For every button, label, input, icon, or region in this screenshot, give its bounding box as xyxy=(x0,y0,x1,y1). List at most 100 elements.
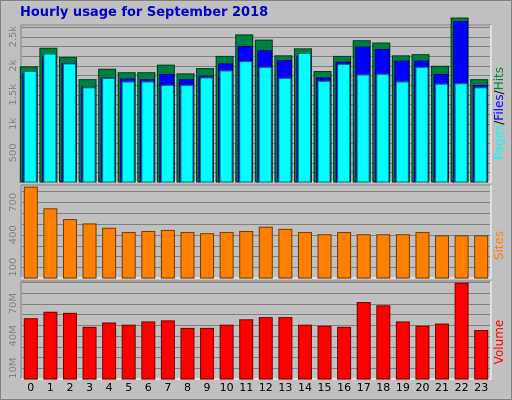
y-axis-label-part: Pages xyxy=(492,125,506,160)
volume-bar xyxy=(297,324,312,380)
x-tick-label: 7 xyxy=(164,381,171,394)
sites-bar xyxy=(395,234,410,279)
x-tick-label: 4 xyxy=(106,381,113,394)
pages-bar xyxy=(43,53,57,183)
pages-bar xyxy=(62,63,76,183)
volume-bar xyxy=(82,326,97,380)
x-tick-label: 0 xyxy=(27,381,34,394)
pages-bar xyxy=(435,83,449,183)
y-axis-label-pages-files-hits: Pages/Files/Hits xyxy=(492,67,506,160)
y-tick-label: 10M xyxy=(8,358,19,379)
volume-bar xyxy=(23,318,38,380)
volume-bar xyxy=(62,312,77,380)
sites-bar xyxy=(239,231,254,279)
sites-bar xyxy=(317,234,332,279)
sites-bar xyxy=(337,232,352,279)
y-axis-label-part: / xyxy=(492,89,506,94)
x-tick-label: 16 xyxy=(337,381,351,394)
y-tick-label: 500 xyxy=(8,143,19,162)
y-tick-label: 2k xyxy=(8,59,19,71)
x-tick-label: 12 xyxy=(259,381,273,394)
sites-bar xyxy=(23,186,38,279)
sites-bar xyxy=(278,228,293,279)
pages-bar xyxy=(297,52,311,183)
y-axis-label-part: Hits xyxy=(492,67,506,90)
pages-bar xyxy=(239,61,253,183)
pages-bar xyxy=(356,74,370,183)
pages-bar xyxy=(278,77,292,183)
sites-bar xyxy=(141,231,156,279)
volume-bar xyxy=(474,330,489,380)
x-tick-label: 9 xyxy=(204,381,211,394)
x-tick-label: 10 xyxy=(220,381,234,394)
volume-bar xyxy=(160,320,175,380)
panel-background xyxy=(21,281,491,379)
y-tick-label: 700 xyxy=(8,193,19,212)
sites-bar xyxy=(297,232,312,279)
pages-bar xyxy=(219,70,233,183)
x-tick-label: 14 xyxy=(298,381,312,394)
volume-bar xyxy=(278,317,293,380)
volume-bar xyxy=(121,324,136,380)
x-tick-label: 5 xyxy=(125,381,132,394)
x-tick-label: 19 xyxy=(396,381,410,394)
x-tick-label: 21 xyxy=(435,381,449,394)
pages-bar xyxy=(200,77,214,183)
pages-bar xyxy=(23,71,37,183)
sites-bar xyxy=(356,234,371,279)
volume-bar xyxy=(395,321,410,380)
sites-bar xyxy=(376,234,391,279)
x-tick-label: 11 xyxy=(239,381,253,394)
y-tick-label: 400 xyxy=(8,225,19,244)
volume-bar xyxy=(454,282,469,380)
y-tick-label: 1k xyxy=(8,118,19,130)
y-tick-label: 70M xyxy=(8,293,19,314)
x-tick-label: 6 xyxy=(145,381,152,394)
pages-bar xyxy=(258,66,272,183)
volume-bar xyxy=(141,321,156,380)
sites-bar xyxy=(160,229,175,279)
x-tick-label: 3 xyxy=(86,381,93,394)
panel-background xyxy=(21,185,491,278)
pages-bar xyxy=(395,81,409,183)
y-axis-label-volume: Volume xyxy=(492,320,506,365)
x-tick-label: 15 xyxy=(318,381,332,394)
sites-bar xyxy=(82,223,97,279)
x-tick-label: 2 xyxy=(66,381,73,394)
sites-bar xyxy=(258,226,273,279)
sites-bar xyxy=(435,235,450,279)
y-tick-label: 1.5k xyxy=(8,84,19,106)
pages-bar xyxy=(415,66,429,183)
sites-bar xyxy=(121,232,136,279)
pages-bar xyxy=(121,81,135,183)
y-tick-label: 2.5k xyxy=(8,26,19,48)
y-tick-label: 100 xyxy=(8,258,19,277)
sites-bar xyxy=(43,208,58,279)
volume-bar xyxy=(337,326,352,380)
volume-bar xyxy=(219,324,234,380)
pages-bar xyxy=(141,81,155,183)
pages-bar xyxy=(376,73,390,183)
sites-bar xyxy=(180,232,195,279)
volume-bar xyxy=(435,323,450,380)
volume-bar xyxy=(180,327,195,380)
sites-bar xyxy=(454,235,469,279)
sites-bar xyxy=(415,232,430,279)
y-axis-label-sites: Sites xyxy=(492,231,506,260)
y-tick-label: 40M xyxy=(8,325,19,346)
y-axis-label-part: Files xyxy=(492,94,506,120)
volume-bar xyxy=(102,322,117,380)
x-tick-label: 20 xyxy=(415,381,429,394)
pages-bar xyxy=(454,83,468,183)
volume-bar xyxy=(200,327,215,380)
sites-bar xyxy=(200,233,215,279)
x-tick-label: 8 xyxy=(184,381,191,394)
x-tick-label: 22 xyxy=(455,381,469,394)
pages-bar xyxy=(474,87,488,183)
y-axis-label-part: / xyxy=(492,120,506,125)
sites-bar xyxy=(219,232,234,279)
x-tick-label: 13 xyxy=(278,381,292,394)
x-tick-label: 18 xyxy=(376,381,390,394)
x-tick-label: 1 xyxy=(47,381,54,394)
